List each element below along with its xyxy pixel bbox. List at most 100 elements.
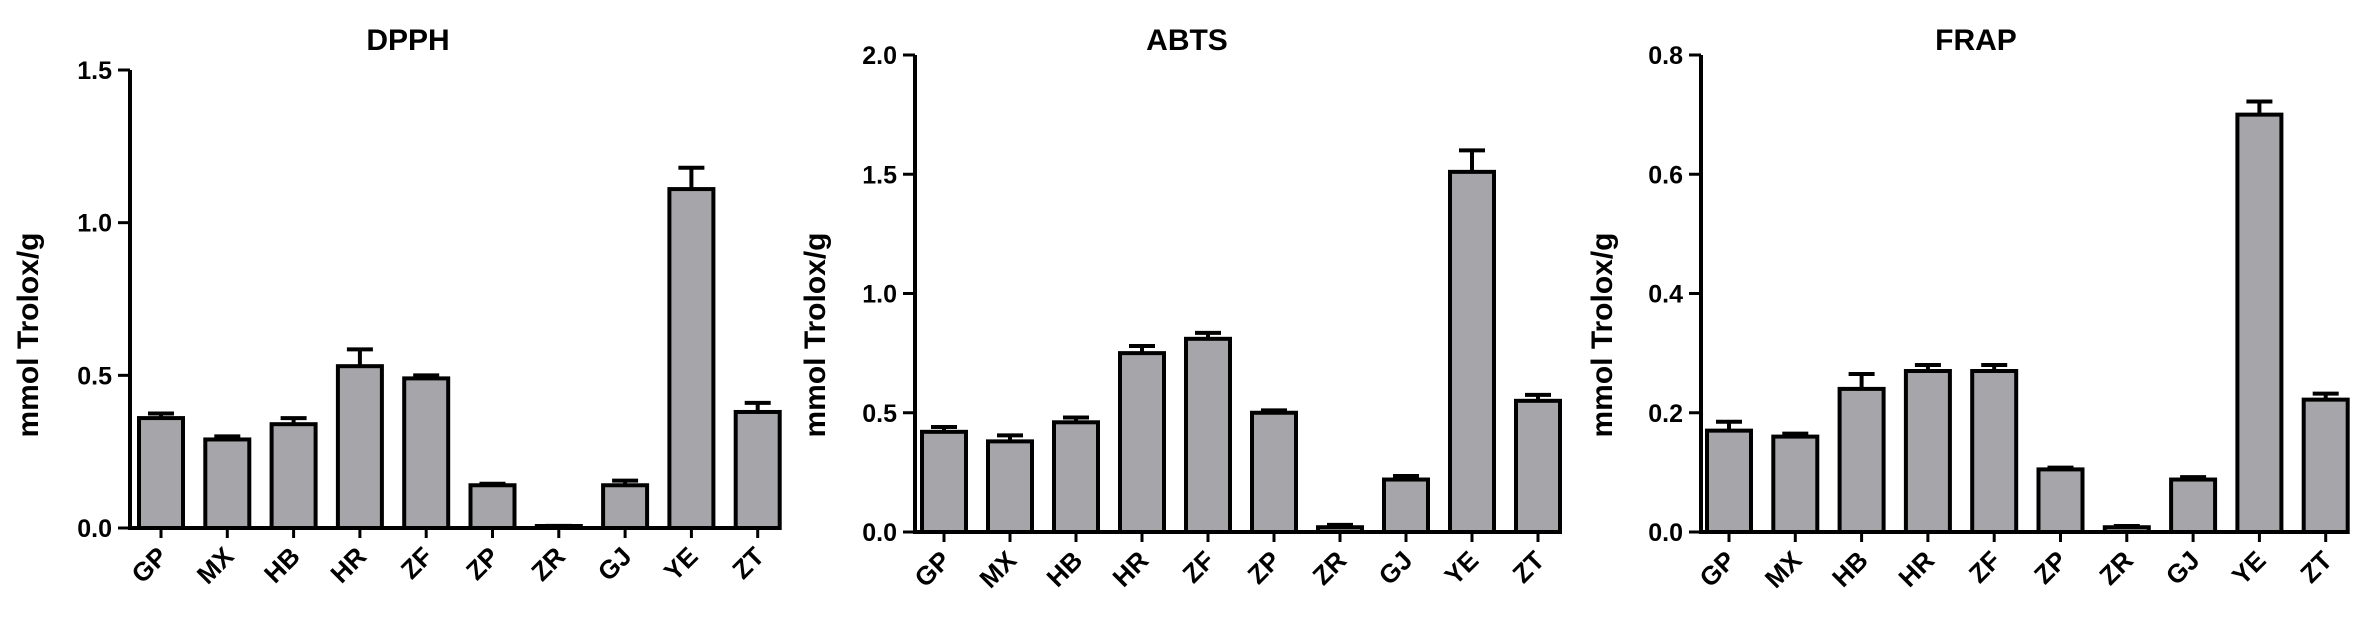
x-tick-label: MX	[191, 541, 240, 590]
y-tick-label: 0.5	[862, 400, 897, 428]
chart-panel-abts: ABTS mmol Trolox/g 0.0 0.5 1.0 1.5 2.0 GP MX H…	[787, 0, 1574, 628]
error-bar	[931, 425, 957, 432]
x-tick-label: GJ	[1373, 545, 1419, 591]
chart-title: FRAP	[1935, 24, 2017, 57]
x-tick-label: YE	[1439, 545, 1485, 591]
error-bar	[612, 478, 639, 486]
error-bar	[1129, 343, 1155, 354]
y-tick-label: 2.0	[862, 42, 897, 70]
error-bar	[280, 416, 307, 425]
bar-gj	[1382, 477, 1430, 534]
error-bar	[479, 481, 506, 486]
bar-gj	[601, 483, 650, 530]
x-tick-label: HB	[1826, 545, 1874, 593]
y-tick-label: 0.4	[1648, 281, 1683, 309]
error-bar	[214, 434, 241, 440]
bar-zt	[2301, 397, 2350, 534]
error-bar	[2047, 465, 2074, 470]
bar-hb	[269, 422, 318, 531]
x-tick-label: ZT	[1507, 545, 1551, 589]
error-bar	[2246, 99, 2273, 115]
error-bar	[346, 347, 373, 367]
error-bar	[1914, 363, 1941, 372]
bar-hb	[1837, 386, 1886, 534]
bar-ye	[2235, 112, 2284, 534]
chart-svg-frap: FRAP mmol Trolox/g 0.0 0.2 0.4 0.6 0.8 GP MX H…	[1586, 24, 2350, 594]
y-tick-label: 1.0	[862, 281, 897, 309]
error-bar	[678, 165, 705, 190]
x-tick-label: GP	[125, 541, 173, 589]
error-bar	[1393, 473, 1419, 480]
bar-zf	[1184, 336, 1232, 534]
error-bar	[1261, 408, 1287, 413]
x-tick-label: ZF	[1963, 545, 2007, 589]
error-bar	[1459, 148, 1485, 172]
bar-hb	[1052, 420, 1100, 535]
error-bar	[1782, 431, 1809, 437]
bar-hr	[335, 364, 384, 530]
bar-mx	[203, 437, 252, 531]
chart-panel-frap: FRAP mmol Trolox/g 0.0 0.2 0.4 0.6 0.8 GP MX H…	[1574, 0, 2362, 628]
x-tick-label: ZR	[1307, 545, 1353, 591]
bar-zf	[402, 376, 451, 530]
x-tick-label: ZT	[2294, 545, 2338, 589]
bar-hr	[1118, 351, 1166, 534]
bar-gp	[137, 416, 185, 530]
y-tick-label: 0.8	[1648, 42, 1683, 70]
y-axis-label: mmol Trolox/g	[12, 232, 45, 437]
x-tick-label: GP	[908, 545, 956, 593]
error-bar	[1716, 419, 1742, 431]
error-bar	[2312, 391, 2339, 400]
bar-mx	[986, 439, 1034, 534]
x-tick-label: GJ	[592, 541, 638, 587]
error-bar	[1981, 363, 2008, 372]
bar-zp	[468, 483, 517, 530]
y-tick-label: 0.2	[1648, 400, 1683, 428]
chart-title: DPPH	[366, 24, 449, 57]
x-tick-label: MX	[1759, 545, 1808, 594]
x-tick-label: HR	[1106, 545, 1154, 593]
y-tick-label: 1.5	[77, 57, 112, 85]
bar-hr	[1903, 369, 1952, 535]
bar-ye	[1448, 169, 1496, 535]
x-tick-label: YE	[658, 541, 704, 587]
y-tick-label: 0.0	[1648, 519, 1683, 547]
chart-panel-dpph: DPPH mmol Trolox/g 0.0 0.5 1.0 1.5 GP MX HB HR…	[0, 0, 787, 628]
x-tick-label: HR	[1892, 545, 1940, 593]
bar-zt	[1514, 398, 1562, 535]
bar-zf	[1970, 369, 2019, 535]
error-bar	[1525, 392, 1551, 401]
bar-ye	[667, 187, 716, 531]
x-tick-label: GP	[1693, 545, 1741, 593]
x-tick-label: ZP	[460, 541, 505, 586]
error-bar	[2180, 475, 2207, 480]
bar-mx	[1771, 434, 1820, 535]
x-tick-label: ZR	[525, 541, 571, 587]
y-tick-label: 0.0	[77, 515, 112, 543]
error-bar	[413, 373, 440, 379]
bar-gj	[2169, 477, 2218, 534]
x-tick-label: ZR	[2093, 545, 2139, 591]
x-tick-label: ZF	[395, 541, 439, 585]
y-tick-label: 1.0	[77, 210, 112, 238]
x-tick-label: ZF	[1177, 545, 1221, 589]
x-tick-label: ZP	[2028, 545, 2073, 590]
error-bar	[744, 400, 771, 412]
error-bar	[148, 411, 174, 419]
x-tick-label: HB	[1040, 545, 1088, 593]
y-axis-label: mmol Trolox/g	[1586, 232, 1619, 437]
bar-zp	[2036, 467, 2085, 534]
y-tick-label: 1.5	[862, 161, 897, 189]
x-tick-label: MX	[973, 545, 1022, 594]
bar-zp	[1250, 410, 1298, 534]
error-bar	[1848, 371, 1875, 389]
error-bar	[1063, 415, 1089, 423]
error-bar	[2113, 524, 2140, 529]
chart-svg-abts: ABTS mmol Trolox/g 0.0 0.5 1.0 1.5 2.0 GP MX H…	[799, 24, 1562, 594]
y-tick-label: 0.0	[862, 519, 897, 547]
x-tick-label: YE	[2226, 545, 2272, 591]
error-bar	[1327, 522, 1353, 528]
chart-title: ABTS	[1146, 24, 1228, 57]
bar-zt	[733, 409, 782, 530]
